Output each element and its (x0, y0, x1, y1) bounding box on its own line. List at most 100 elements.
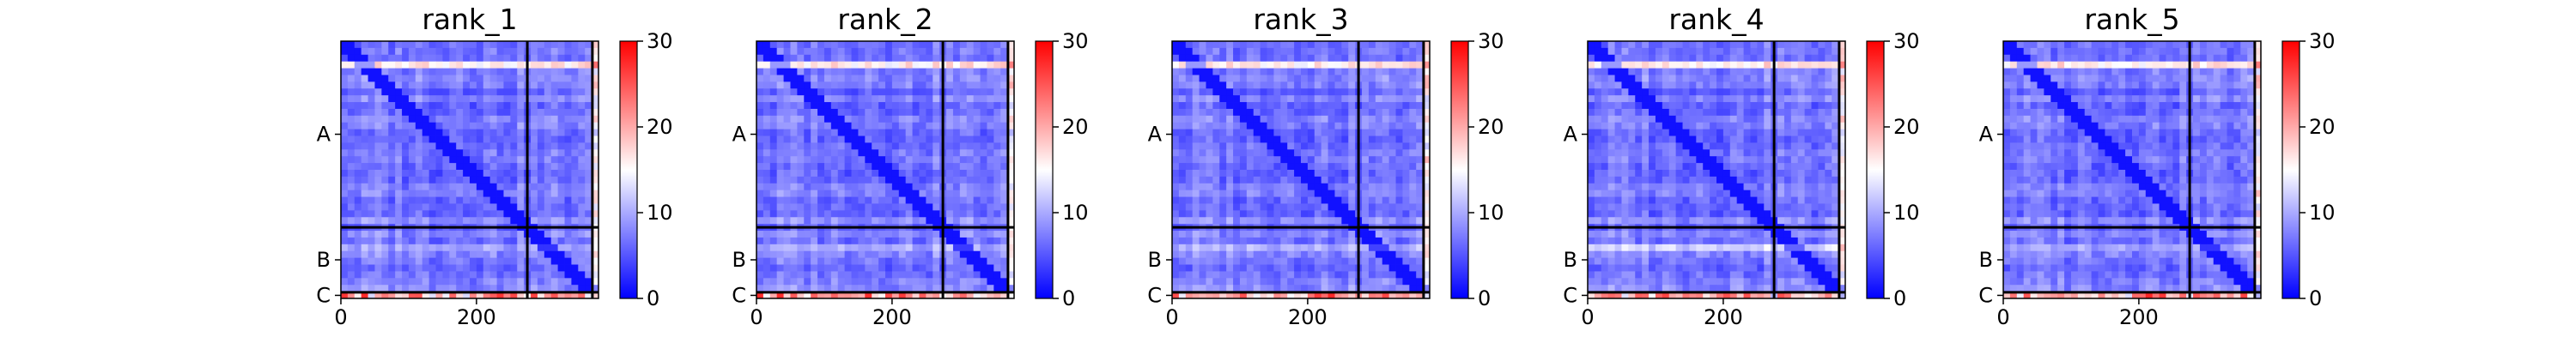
heatmap-cell (449, 278, 457, 286)
heatmap-cell (1614, 61, 1622, 69)
heatmap-cell (564, 231, 572, 238)
heatmap-cell (1757, 41, 1765, 49)
heatmap-cell (872, 149, 879, 157)
heatmap-cell (1233, 170, 1241, 178)
heatmap-cell (804, 190, 811, 197)
heatmap-cell (946, 231, 954, 238)
heatmap-cell (858, 257, 866, 265)
heatmap-cell (1307, 292, 1315, 299)
heatmap-cell (1301, 61, 1309, 69)
heatmap-cell (769, 285, 778, 292)
heatmap-cell (817, 170, 825, 178)
heatmap-cell (1635, 54, 1643, 63)
heatmap-cell (851, 278, 859, 286)
heatmap-cell (1375, 61, 1383, 69)
heatmap-cell (1314, 170, 1322, 178)
heatmap-cell (952, 102, 961, 110)
heatmap-cell (1804, 61, 1812, 69)
heatmap-cell (898, 203, 907, 211)
heatmap-cell (578, 54, 586, 63)
heatmap-cell (844, 163, 852, 171)
heatmap-cell (1764, 108, 1771, 117)
heatmap-cell (435, 183, 443, 191)
heatmap-cell (585, 196, 592, 204)
heatmap-cell (959, 135, 968, 143)
heatmap-cell (1301, 129, 1309, 136)
heatmap-cell (1226, 264, 1234, 272)
heatmap-cell (1777, 108, 1785, 117)
heatmap-cell (1246, 102, 1255, 110)
heatmap-cell (1348, 149, 1356, 157)
heatmap-cell (1334, 183, 1342, 191)
heatmap-cell (564, 285, 572, 292)
heatmap-cell (402, 108, 410, 117)
heatmap-cell (1307, 163, 1315, 171)
heatmap-cell (550, 129, 559, 136)
heatmap-cell (1280, 129, 1288, 136)
heatmap-cell (885, 210, 893, 218)
heatmap-cell (537, 88, 545, 96)
heatmap-cell (987, 81, 994, 89)
heatmap-cell (1804, 54, 1812, 63)
heatmap-cell (905, 47, 913, 56)
heatmap-cell (510, 47, 518, 56)
heatmap-cell (987, 163, 994, 171)
heatmap-cell (578, 47, 586, 56)
heatmap-cell (905, 68, 913, 75)
heatmap-cell (1402, 95, 1410, 103)
heatmap-cell (1675, 68, 1683, 75)
heatmap-cell (1668, 81, 1677, 89)
heatmap-cell (933, 163, 940, 171)
heatmap-cell (933, 237, 940, 245)
heatmap-cell (1280, 203, 1288, 211)
heatmap-cell (1246, 237, 1255, 245)
heatmap-cell (1832, 41, 1839, 49)
heatmap-cell (912, 196, 920, 204)
heatmap-cell (347, 170, 355, 178)
heatmap-cell (837, 88, 846, 96)
heatmap-cell (1388, 68, 1396, 75)
heatmap-cell (959, 54, 968, 63)
heatmap-cell (341, 61, 349, 69)
heatmap-cell (1172, 278, 1180, 286)
heatmap-cell (1172, 135, 1180, 143)
heatmap-cell (557, 163, 565, 171)
heatmap-cell (510, 183, 518, 191)
heatmap-cell (1172, 95, 1180, 103)
heatmap-cell (919, 231, 927, 238)
heatmap-cell (872, 41, 879, 49)
heatmap-cell (756, 217, 764, 225)
heatmap-cell (435, 129, 443, 136)
heatmap-cell (361, 217, 368, 225)
heatmap-cell (912, 129, 920, 136)
heatmap-cell (1226, 237, 1234, 245)
heatmap-cell (1239, 54, 1248, 63)
heatmap-cell (1388, 264, 1396, 272)
heatmap-cell (1614, 95, 1622, 103)
heatmap-cell (1409, 122, 1417, 130)
heatmap-cell (1368, 203, 1376, 211)
heatmap-cell (1314, 68, 1322, 75)
heatmap-cell (1239, 196, 1248, 204)
heatmap-cell (980, 257, 987, 265)
heatmap-cell (1226, 68, 1234, 75)
heatmap-cell (966, 292, 975, 299)
heatmap-cell (987, 61, 994, 69)
heatmap-cell (1423, 183, 1431, 191)
heatmap-cell (1409, 54, 1417, 63)
heatmap-cell (1287, 292, 1295, 299)
heatmap-cell (503, 278, 511, 286)
heatmap-cell (1321, 196, 1328, 204)
heatmap-cell (804, 129, 811, 136)
heatmap-cell (1594, 81, 1602, 89)
heatmap-cell (531, 68, 538, 75)
heatmap-cell (456, 115, 464, 123)
heatmap-cell (1192, 250, 1200, 259)
heatmap-cell (980, 210, 987, 218)
heatmap-cell (1233, 47, 1241, 56)
heatmap-cell (783, 183, 791, 191)
heatmap-cell (1253, 149, 1261, 157)
heatmap-cell (374, 135, 382, 143)
heatmap-cell (368, 170, 375, 178)
heatmap-cell (1267, 115, 1274, 123)
